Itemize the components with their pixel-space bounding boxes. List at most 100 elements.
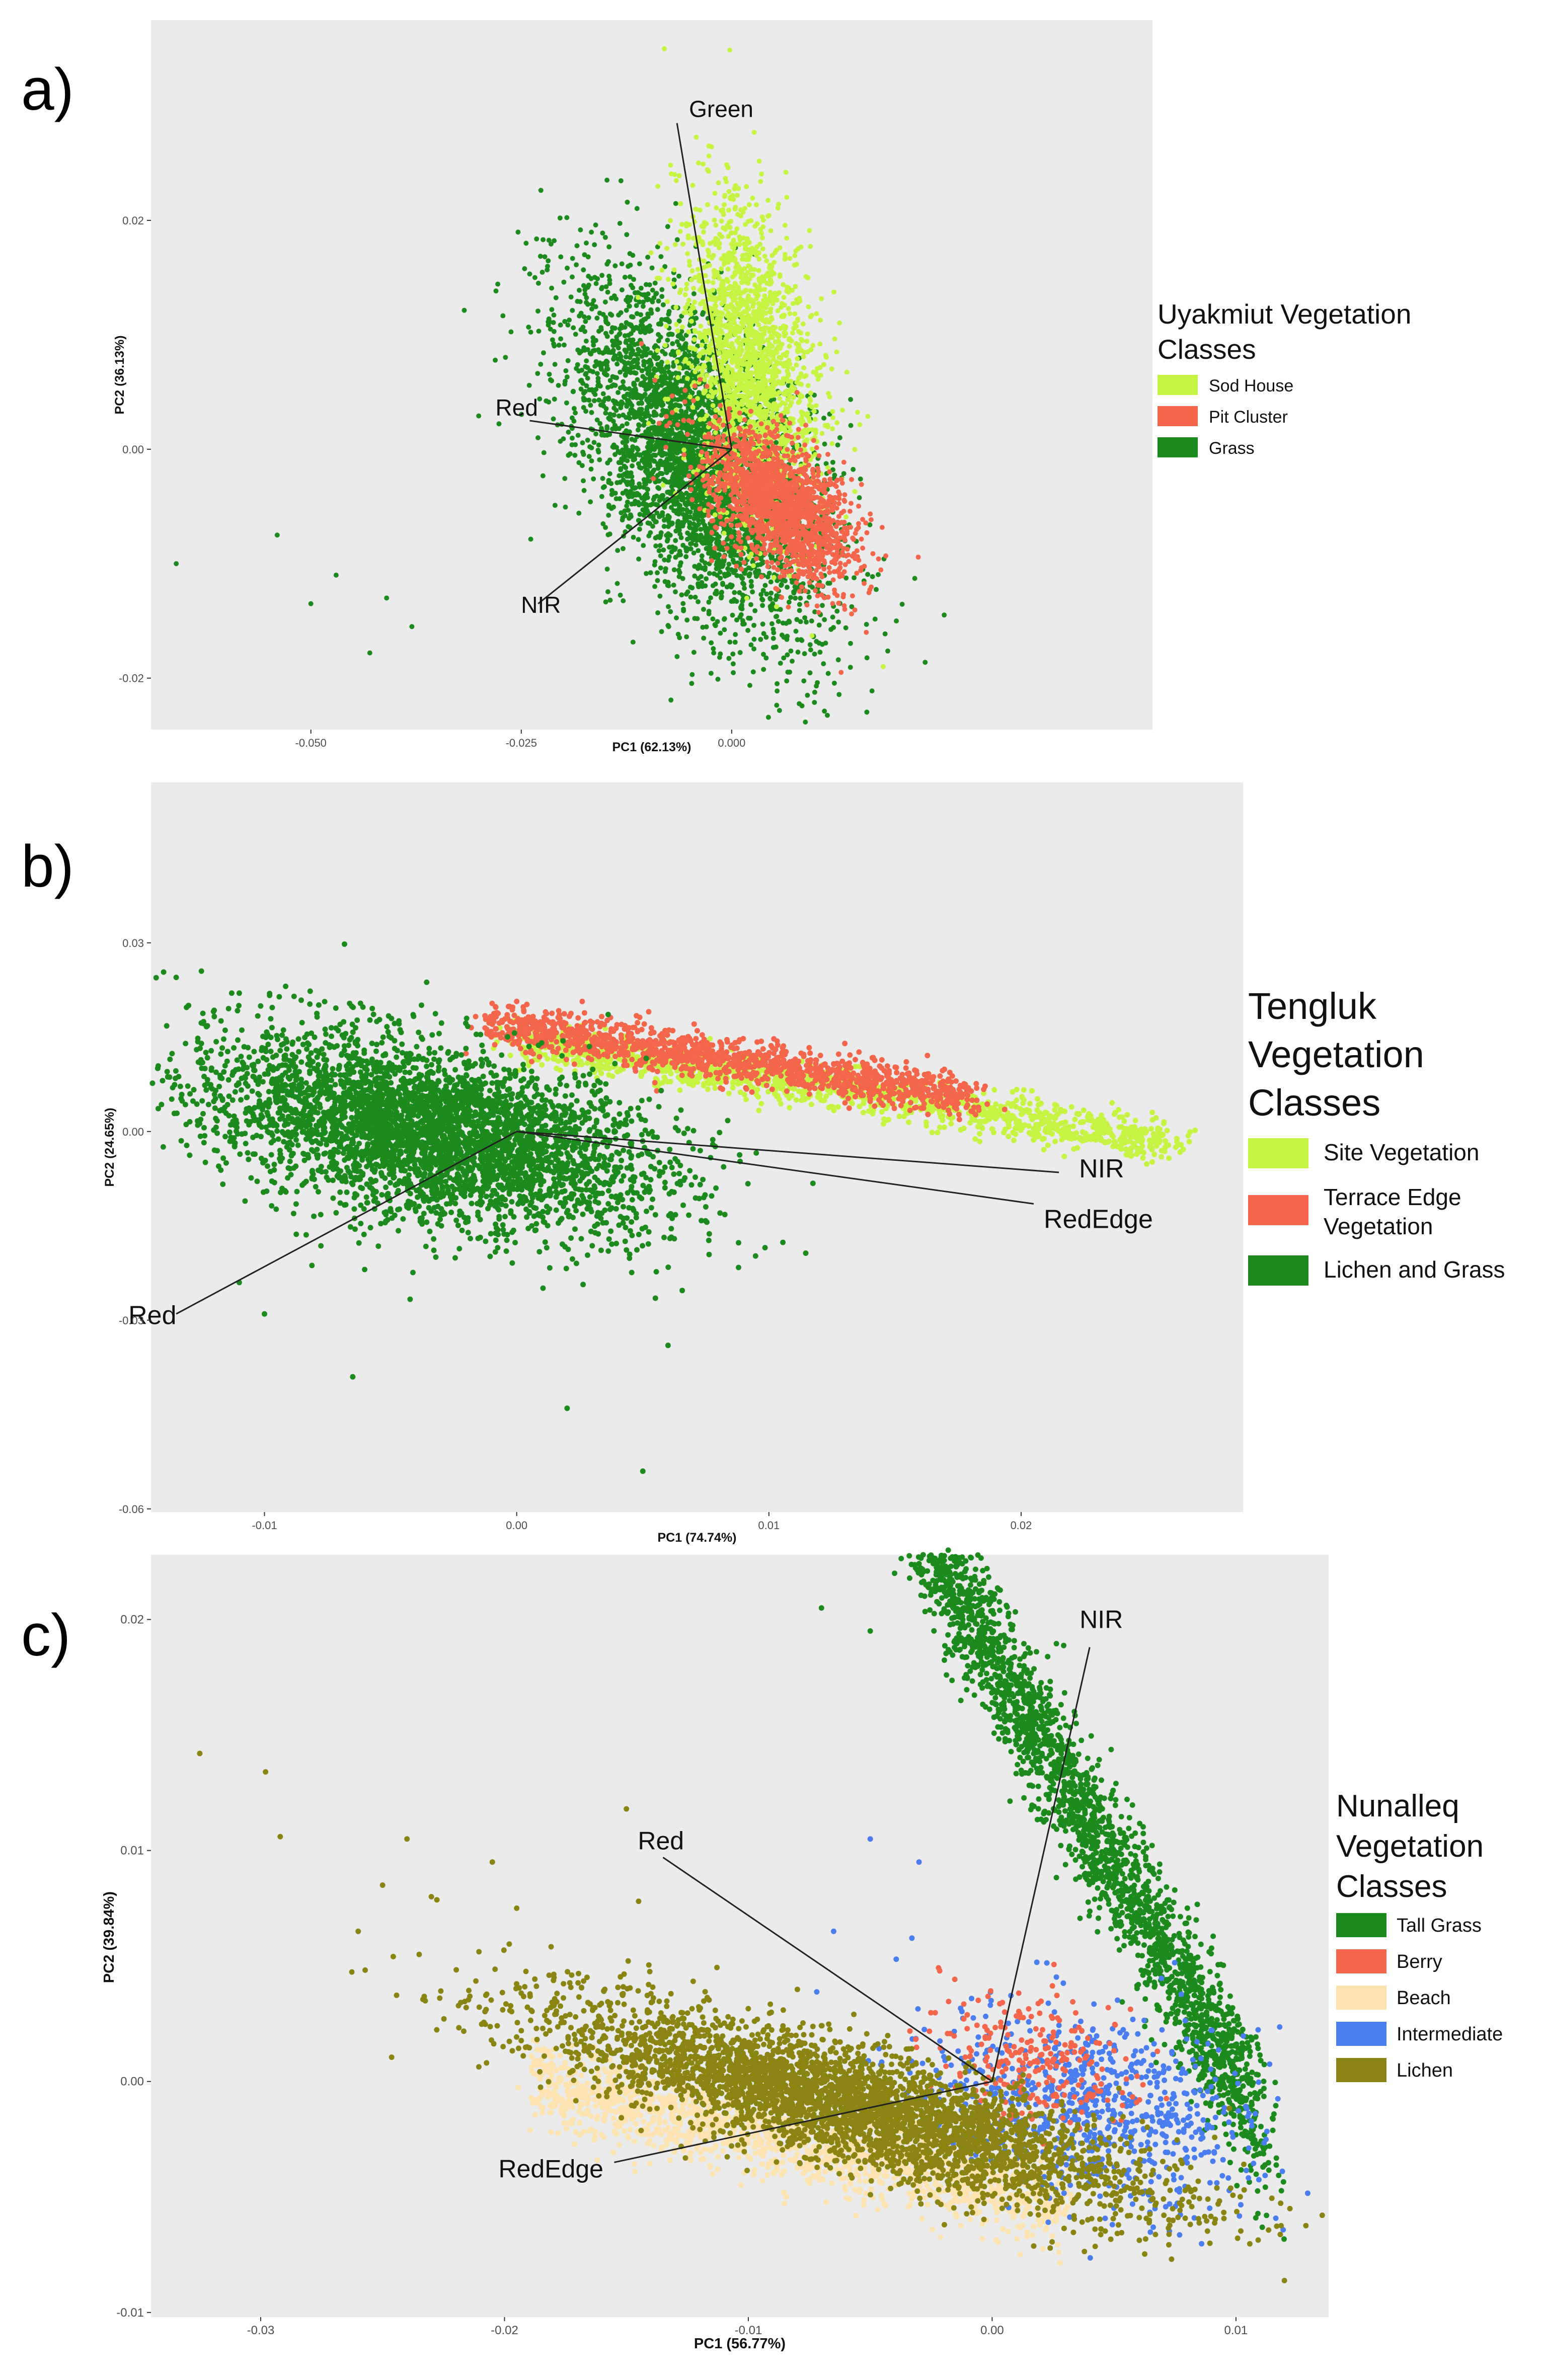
data-point <box>671 363 676 369</box>
data-point <box>642 391 648 397</box>
data-point <box>843 514 849 520</box>
data-point <box>680 601 686 606</box>
data-point <box>675 450 680 455</box>
data-point <box>528 330 533 335</box>
data-point <box>783 170 789 175</box>
data-point <box>651 413 657 418</box>
data-point <box>665 299 670 304</box>
data-point <box>848 423 854 428</box>
data-point <box>817 650 823 655</box>
data-point <box>759 171 764 177</box>
data-point <box>495 281 501 287</box>
data-point <box>653 535 658 541</box>
data-point <box>493 288 499 294</box>
data-point <box>690 411 696 416</box>
data-point <box>620 517 625 523</box>
data-point <box>738 213 743 219</box>
data-point <box>603 331 608 336</box>
data-point <box>690 533 696 538</box>
data-point <box>616 473 622 479</box>
data-point <box>594 371 600 376</box>
data-point <box>631 453 636 459</box>
data-point <box>630 407 635 413</box>
data-point <box>698 527 704 532</box>
data-point <box>637 261 642 267</box>
data-point <box>680 507 685 512</box>
data-point <box>546 237 552 243</box>
data-point <box>625 482 630 487</box>
data-point <box>566 429 571 435</box>
data-point <box>704 624 709 629</box>
data-point <box>712 217 717 223</box>
data-point <box>594 315 600 321</box>
data-point <box>655 578 660 583</box>
data-point <box>793 595 798 601</box>
data-point <box>678 408 684 414</box>
data-point <box>551 312 557 318</box>
data-point <box>719 266 724 272</box>
data-point <box>760 621 765 627</box>
data-point <box>174 561 179 567</box>
data-point <box>627 251 633 256</box>
data-point <box>671 267 677 273</box>
data-point <box>604 424 610 430</box>
data-point <box>606 259 611 264</box>
data-point <box>583 319 588 324</box>
data-point <box>645 520 651 526</box>
data-point <box>551 416 556 422</box>
data-point <box>870 574 875 579</box>
data-point <box>706 279 711 284</box>
data-point <box>690 235 696 241</box>
data-point <box>642 493 648 499</box>
data-point <box>650 468 656 474</box>
data-point <box>538 362 544 367</box>
data-point <box>627 429 632 435</box>
data-point <box>716 534 722 539</box>
data-point <box>627 322 632 327</box>
data-point <box>752 223 758 229</box>
data-point <box>701 636 707 641</box>
data-point <box>549 285 555 291</box>
data-point <box>714 560 720 565</box>
data-point <box>683 502 689 508</box>
data-point <box>605 589 610 594</box>
data-point <box>773 614 779 619</box>
data-point <box>631 457 636 463</box>
data-point <box>539 270 545 275</box>
data-point <box>673 589 678 595</box>
data-point <box>661 517 667 523</box>
data-point <box>586 454 592 459</box>
data-point <box>709 144 714 149</box>
data-point <box>600 350 605 356</box>
data-point <box>541 350 546 356</box>
data-point <box>575 433 581 438</box>
data-point <box>565 358 571 363</box>
data-point <box>628 361 633 367</box>
data-point <box>333 573 339 578</box>
data-point <box>653 291 659 297</box>
data-point <box>687 388 692 393</box>
data-point <box>706 599 712 605</box>
data-point <box>726 189 732 194</box>
data-point <box>817 341 823 347</box>
data-point <box>744 595 749 601</box>
data-point <box>596 398 602 403</box>
data-point <box>803 720 808 725</box>
data-point <box>676 173 682 179</box>
data-point <box>701 258 707 264</box>
data-point <box>783 401 788 407</box>
data-point <box>572 452 578 458</box>
data-point <box>820 603 825 608</box>
data-point <box>690 492 696 498</box>
data-point <box>852 489 858 494</box>
data-point <box>590 348 596 354</box>
data-point <box>779 632 785 638</box>
data-point <box>716 180 721 186</box>
data-point <box>552 362 558 367</box>
data-point <box>570 256 575 261</box>
data-point <box>798 595 803 601</box>
data-point <box>624 307 629 313</box>
data-point <box>747 615 753 621</box>
data-point <box>677 548 682 554</box>
data-point <box>527 271 532 277</box>
